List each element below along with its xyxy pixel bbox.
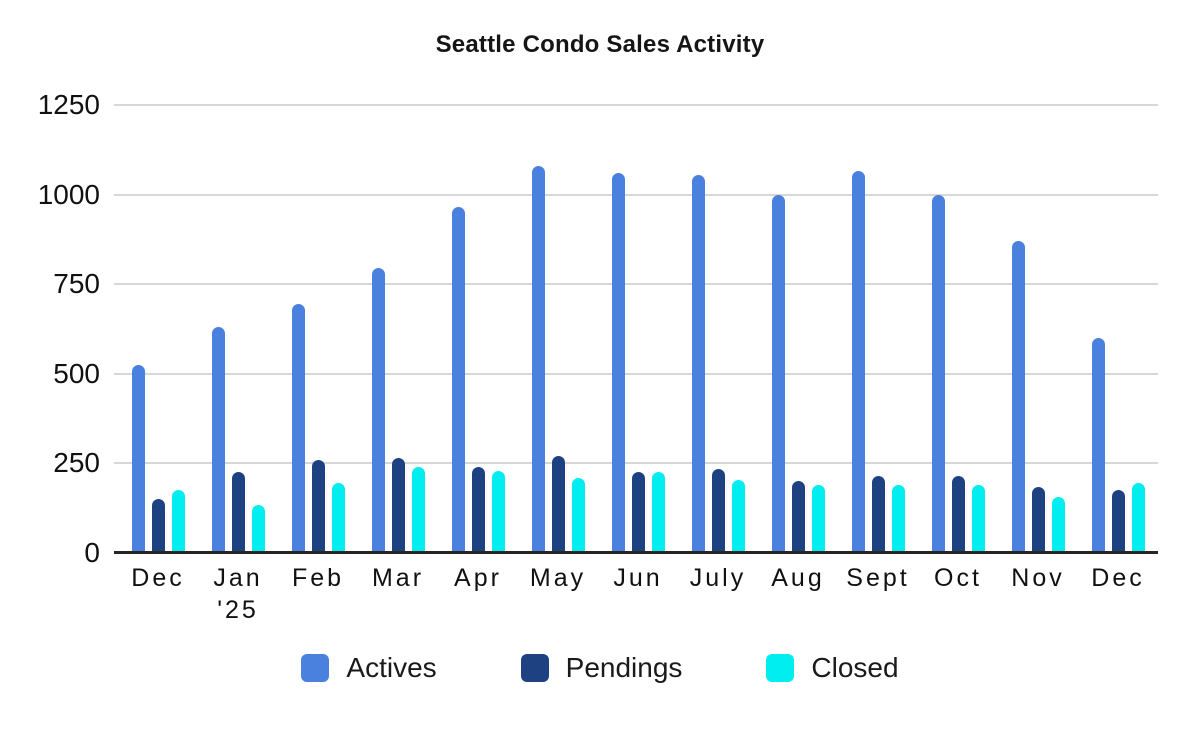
y-tick-label: 250	[53, 447, 100, 479]
x-axis-label: Jan '25	[213, 564, 263, 624]
bar-pendings	[871, 475, 885, 553]
bar-actives	[1091, 337, 1105, 553]
bar-actives	[611, 173, 625, 553]
bar-closed	[411, 466, 425, 553]
bar-closed	[331, 483, 345, 553]
bar-group	[198, 105, 278, 553]
bar-closed	[571, 477, 585, 553]
bar-actives	[771, 194, 785, 553]
bars-row	[118, 105, 1158, 553]
bar-closed	[1131, 483, 1145, 553]
bar-actives	[211, 327, 225, 553]
bar-actives	[451, 207, 465, 553]
gridline	[114, 372, 1158, 375]
bar-pendings	[951, 475, 965, 553]
bar-pendings	[711, 468, 725, 553]
legend-item-pendings: Pendings	[520, 652, 683, 684]
bar-pendings	[1031, 486, 1045, 553]
bar-closed	[651, 472, 665, 553]
plot-area	[114, 104, 1158, 554]
legend-swatch-actives	[301, 654, 330, 682]
bar-pendings	[791, 481, 805, 553]
bar-group	[598, 105, 678, 553]
bar-group	[758, 105, 838, 553]
gridline	[114, 104, 1158, 106]
bar-closed	[811, 484, 825, 553]
gridline	[114, 283, 1158, 286]
gridline	[114, 193, 1158, 196]
x-axis-label: Jun	[613, 564, 663, 592]
gridline	[114, 462, 1158, 465]
bar-pendings	[231, 472, 245, 553]
bar-group	[278, 105, 358, 553]
bar-group	[358, 105, 438, 553]
x-axis-label: Aug	[771, 564, 825, 592]
bar-closed	[1051, 497, 1065, 553]
bar-pendings	[631, 472, 645, 553]
bar-pendings	[311, 459, 325, 553]
x-axis-label: Oct	[934, 564, 982, 592]
bar-closed	[731, 479, 745, 553]
legend-item-actives: Actives	[301, 652, 437, 684]
legend-label: Pendings	[565, 652, 683, 683]
bar-group	[118, 105, 198, 553]
y-tick-label: 750	[53, 268, 100, 300]
legend-label: Closed	[811, 652, 899, 683]
bar-group	[518, 105, 598, 553]
bar-actives	[851, 171, 865, 553]
x-axis-label: July	[689, 564, 747, 592]
bar-group	[678, 105, 758, 553]
bar-actives	[531, 165, 545, 553]
bar-actives	[931, 194, 945, 553]
bar-group	[438, 105, 518, 553]
bar-closed	[491, 470, 505, 553]
bar-pendings	[551, 456, 565, 553]
x-axis-label: Feb	[291, 564, 345, 592]
legend-swatch-closed	[766, 654, 795, 682]
bar-actives	[1011, 241, 1025, 553]
y-tick-label: 1000	[37, 178, 100, 210]
x-axis-label: Sept	[846, 564, 910, 592]
bar-pendings	[471, 466, 485, 553]
x-axis-label: Dec	[1091, 564, 1145, 592]
x-axis-label: May	[529, 564, 587, 592]
y-tick-label: 1250	[37, 89, 100, 120]
bar-pendings	[1111, 490, 1125, 553]
x-axis-label: Nov	[1011, 564, 1065, 592]
legend-item-closed: Closed	[766, 652, 899, 684]
bar-actives	[691, 174, 705, 553]
legend-swatch-pendings	[520, 654, 549, 682]
legend: Actives Pendings Closed	[0, 652, 1200, 684]
bar-pendings	[391, 458, 405, 553]
x-axis-line	[114, 551, 1158, 554]
bar-group	[918, 105, 998, 553]
legend-label: Actives	[346, 652, 437, 683]
x-axis-labels: Dec Jan '25 Feb Mar Apr May Jun July Aug Sept Oct No…	[118, 562, 1158, 626]
bar-closed	[971, 484, 985, 553]
bar-actives	[371, 268, 385, 553]
x-axis-label: Mar	[371, 564, 425, 592]
y-tick-label: 500	[53, 357, 100, 389]
bar-closed	[891, 484, 905, 553]
x-axis-label: Dec	[131, 564, 185, 592]
bar-group	[838, 105, 918, 553]
bar-closed	[251, 504, 265, 553]
x-axis-label: Apr	[454, 564, 502, 592]
bar-actives	[291, 303, 305, 553]
y-tick-label: 0	[84, 537, 100, 568]
bar-group	[1078, 105, 1158, 553]
bar-pendings	[151, 499, 165, 553]
bar-closed	[171, 490, 185, 553]
bar-actives	[131, 364, 145, 553]
bar-group	[998, 105, 1078, 553]
chart-title: Seattle Condo Sales Activity	[435, 31, 765, 58]
